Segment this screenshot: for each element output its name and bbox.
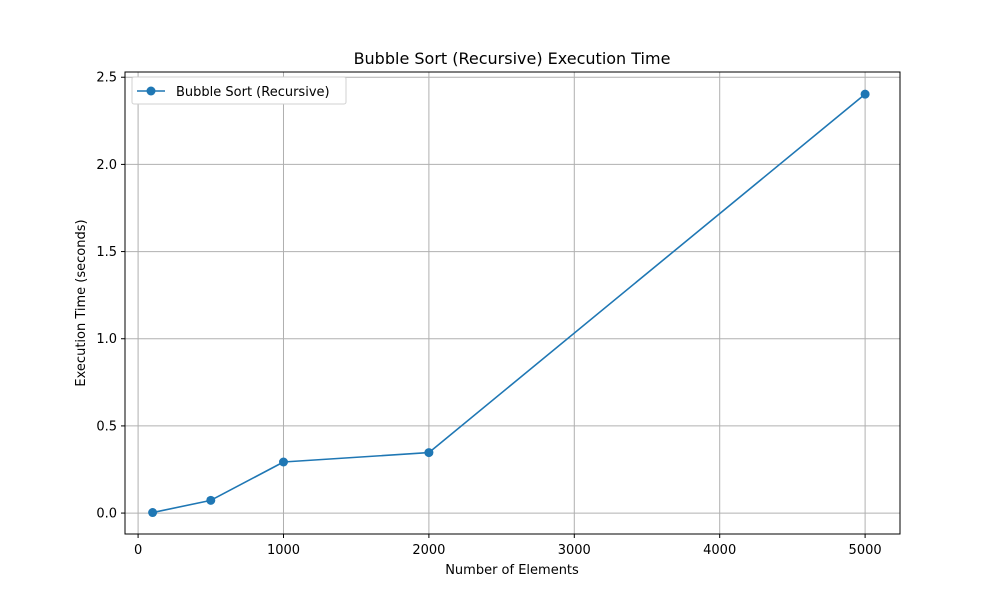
x-tick-label: 0 <box>134 543 142 558</box>
legend-marker-swatch <box>146 86 156 96</box>
x-tick-label: 5000 <box>849 543 882 558</box>
legend-series-label: Bubble Sort (Recursive) <box>176 85 330 100</box>
y-axis-label: Execution Time (seconds) <box>74 219 89 386</box>
chart-title: Bubble Sort (Recursive) Execution Time <box>354 49 671 68</box>
y-axis-ticks: 0.0 0.5 1.0 1.5 2.0 2.5 <box>96 71 125 522</box>
x-tick-label: 3000 <box>558 543 591 558</box>
series-layer <box>148 89 870 518</box>
y-tick-label: 2.5 <box>96 71 117 86</box>
x-tick-label: 4000 <box>703 543 736 558</box>
x-tick-label: 1000 <box>267 543 300 558</box>
x-tick-label: 2000 <box>412 543 445 558</box>
x-axis-ticks: 0 1000 2000 3000 4000 5000 <box>134 534 882 558</box>
legend-box <box>131 76 347 105</box>
y-tick-label: 0.0 <box>96 507 117 522</box>
y-tick-label: 0.5 <box>96 419 117 434</box>
data-point <box>148 508 158 518</box>
data-point <box>424 448 434 458</box>
data-point <box>860 89 870 99</box>
y-tick-label: 2.0 <box>96 158 117 173</box>
data-point <box>206 495 216 505</box>
legend: Bubble Sort (Recursive) <box>131 76 347 105</box>
y-tick-label: 1.5 <box>96 245 117 260</box>
y-tick-label: 1.0 <box>96 332 117 347</box>
x-axis-label: Number of Elements <box>445 563 579 578</box>
data-point <box>278 457 288 467</box>
plot-area <box>124 71 901 535</box>
grid-lines <box>125 72 900 534</box>
